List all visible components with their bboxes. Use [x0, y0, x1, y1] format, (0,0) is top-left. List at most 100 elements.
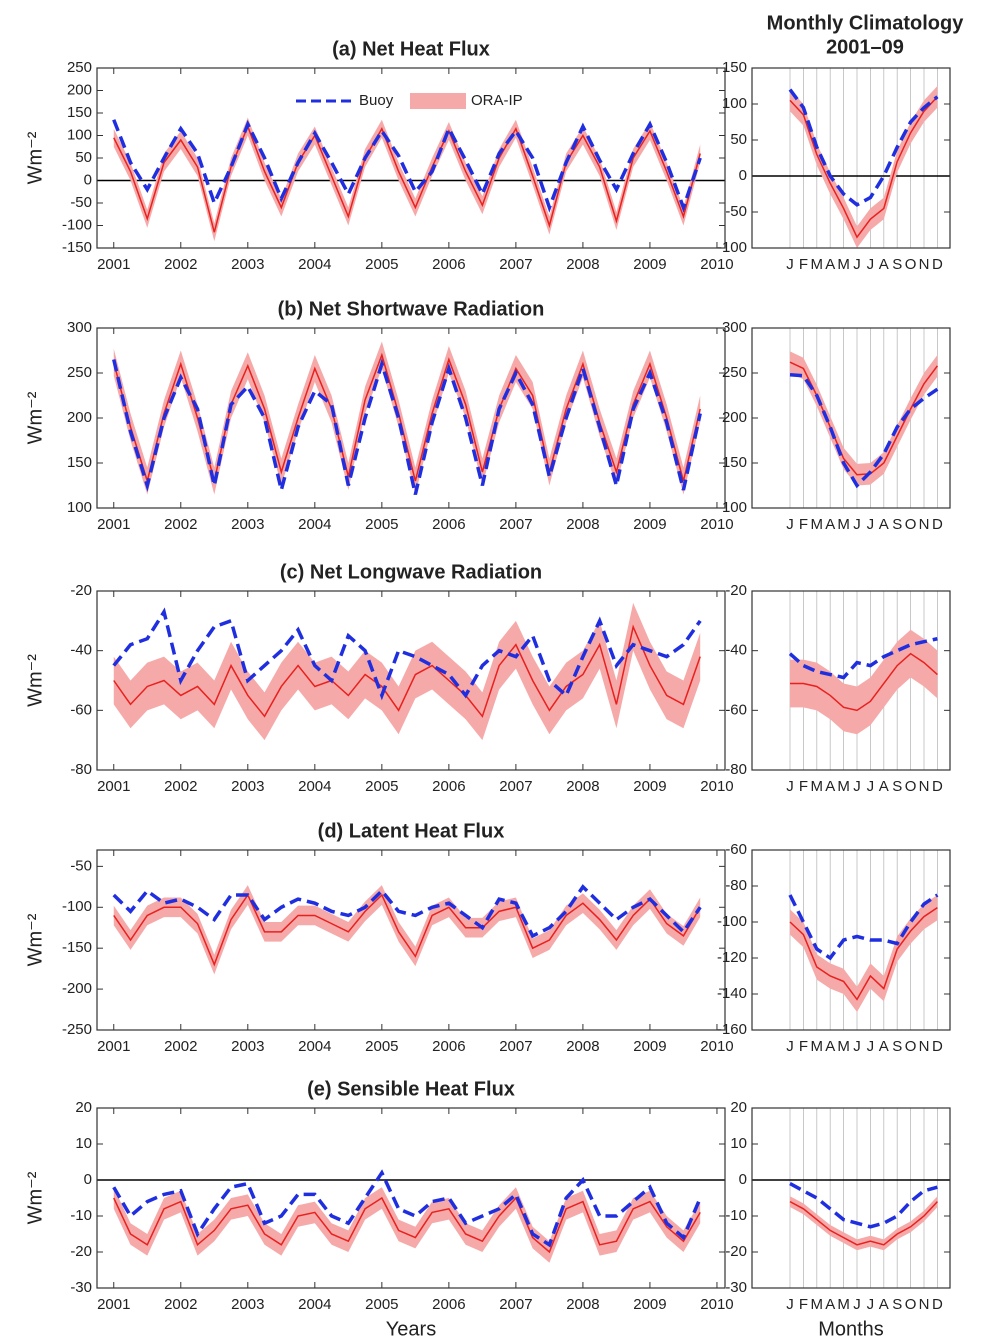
band	[113, 341, 701, 495]
x-tick-label: A	[825, 1296, 835, 1313]
x-tick-label: J	[867, 516, 875, 533]
frame	[96, 327, 726, 509]
ora-line	[113, 1196, 701, 1254]
x-tick-label: 2008	[566, 516, 599, 533]
y-axis-label: Wm⁻²	[24, 131, 46, 184]
band	[113, 885, 701, 975]
y-tick-label: -50	[70, 857, 92, 874]
x-tick-label: J	[867, 1038, 875, 1055]
x-tick-label: J	[867, 778, 875, 795]
y-tick-label: 100	[67, 499, 92, 516]
buoy-line	[788, 88, 939, 207]
ora-line	[790, 652, 938, 712]
x-tick-label: A	[879, 516, 889, 533]
x-tick-label: 2010	[700, 1038, 733, 1055]
x-tick-label: 2006	[432, 1038, 465, 1055]
ora-line	[789, 96, 938, 239]
x-tick-label: 2009	[633, 778, 666, 795]
x-tick-label: 2002	[164, 516, 197, 533]
y-tick-label: -80	[725, 877, 747, 894]
y-tick-label: -160	[717, 1021, 747, 1038]
y-tick-label: -50	[725, 203, 747, 220]
y-tick-label: -100	[717, 913, 747, 930]
band	[790, 895, 938, 1012]
x-tick-label: 2010	[700, 778, 733, 795]
y-axis-label: Wm⁻²	[24, 913, 46, 966]
x-tick-label: 2006	[432, 256, 465, 273]
buoy-line	[112, 1169, 702, 1248]
x-tick-label: M	[811, 778, 824, 795]
x-tick-label: 2006	[432, 516, 465, 533]
y-tick-label: -150	[62, 239, 92, 256]
x-tick-label: 2004	[298, 1296, 331, 1313]
x-tick-label: S	[892, 778, 902, 795]
frame	[96, 590, 726, 771]
x-tick-label: J	[786, 516, 794, 533]
clim-subtitle: 2001–09	[826, 36, 904, 58]
x-tick-label: M	[811, 256, 824, 273]
y-tick-label: 20	[75, 1099, 92, 1116]
x-tick-label: D	[932, 1296, 943, 1313]
y-tick-label: 300	[67, 319, 92, 336]
y-tick-label: 50	[730, 131, 747, 148]
panel-title: (d) Latent Heat Flux	[318, 820, 505, 842]
x-tick-label: N	[919, 778, 930, 795]
x-tick-label: 2002	[164, 1038, 197, 1055]
x-tick-label: 2007	[499, 1038, 532, 1055]
frame	[96, 1107, 726, 1289]
x-axis-label: Months	[818, 1318, 884, 1340]
band	[790, 351, 938, 486]
y-tick-label: 250	[67, 59, 92, 76]
buoy-line	[789, 1182, 938, 1229]
x-tick-label: J	[867, 256, 875, 273]
x-tick-label: J	[786, 1038, 794, 1055]
x-tick-label: S	[892, 1296, 902, 1313]
y-tick-label: -100	[62, 898, 92, 915]
x-tick-label: N	[919, 256, 930, 273]
y-tick-label: 100	[722, 95, 747, 112]
x-tick-label: 2005	[365, 256, 398, 273]
x-tick-label: F	[799, 1038, 808, 1055]
x-tick-label: J	[786, 256, 794, 273]
x-tick-label: M	[837, 1296, 850, 1313]
x-axis-label: Years	[386, 1318, 436, 1340]
y-tick-label: 150	[722, 59, 747, 76]
x-tick-label: 2009	[633, 516, 666, 533]
x-tick-label: O	[905, 256, 917, 273]
x-tick-label: 2008	[566, 1038, 599, 1055]
x-tick-label: M	[811, 516, 824, 533]
x-tick-label: M	[811, 1038, 824, 1055]
y-tick-label: -60	[70, 701, 92, 718]
y-tick-label: 200	[67, 409, 92, 426]
y-tick-label: 250	[722, 364, 747, 381]
x-tick-label: 2004	[298, 778, 331, 795]
y-tick-label: -40	[725, 642, 747, 659]
x-tick-label: J	[853, 778, 861, 795]
x-tick-label: 2007	[499, 516, 532, 533]
y-tick-label: -60	[725, 701, 747, 718]
x-tick-label: 2003	[231, 778, 264, 795]
x-tick-label: S	[892, 1038, 902, 1055]
y-tick-label: -120	[717, 949, 747, 966]
x-tick-label: 2007	[499, 1296, 532, 1313]
x-tick-label: 2005	[365, 516, 398, 533]
x-tick-label: M	[837, 1038, 850, 1055]
y-tick-label: 100	[722, 499, 747, 516]
x-tick-label: A	[825, 778, 835, 795]
x-tick-label: 2009	[633, 1296, 666, 1313]
x-tick-label: 2004	[298, 1038, 331, 1055]
ora-line	[113, 124, 701, 233]
y-tick-label: -50	[70, 194, 92, 211]
x-tick-label: 2006	[432, 1296, 465, 1313]
x-tick-label: A	[825, 256, 835, 273]
x-tick-label: 2006	[432, 778, 465, 795]
x-tick-label: 2002	[164, 1296, 197, 1313]
x-tick-label: S	[892, 516, 902, 533]
x-tick-label: M	[837, 516, 850, 533]
buoy-line	[788, 893, 939, 961]
y-tick-label: 20	[730, 1099, 747, 1116]
y-tick-label: -10	[70, 1207, 92, 1224]
clim-title: Monthly Climatology	[767, 12, 965, 34]
y-tick-label: 0	[84, 171, 92, 188]
